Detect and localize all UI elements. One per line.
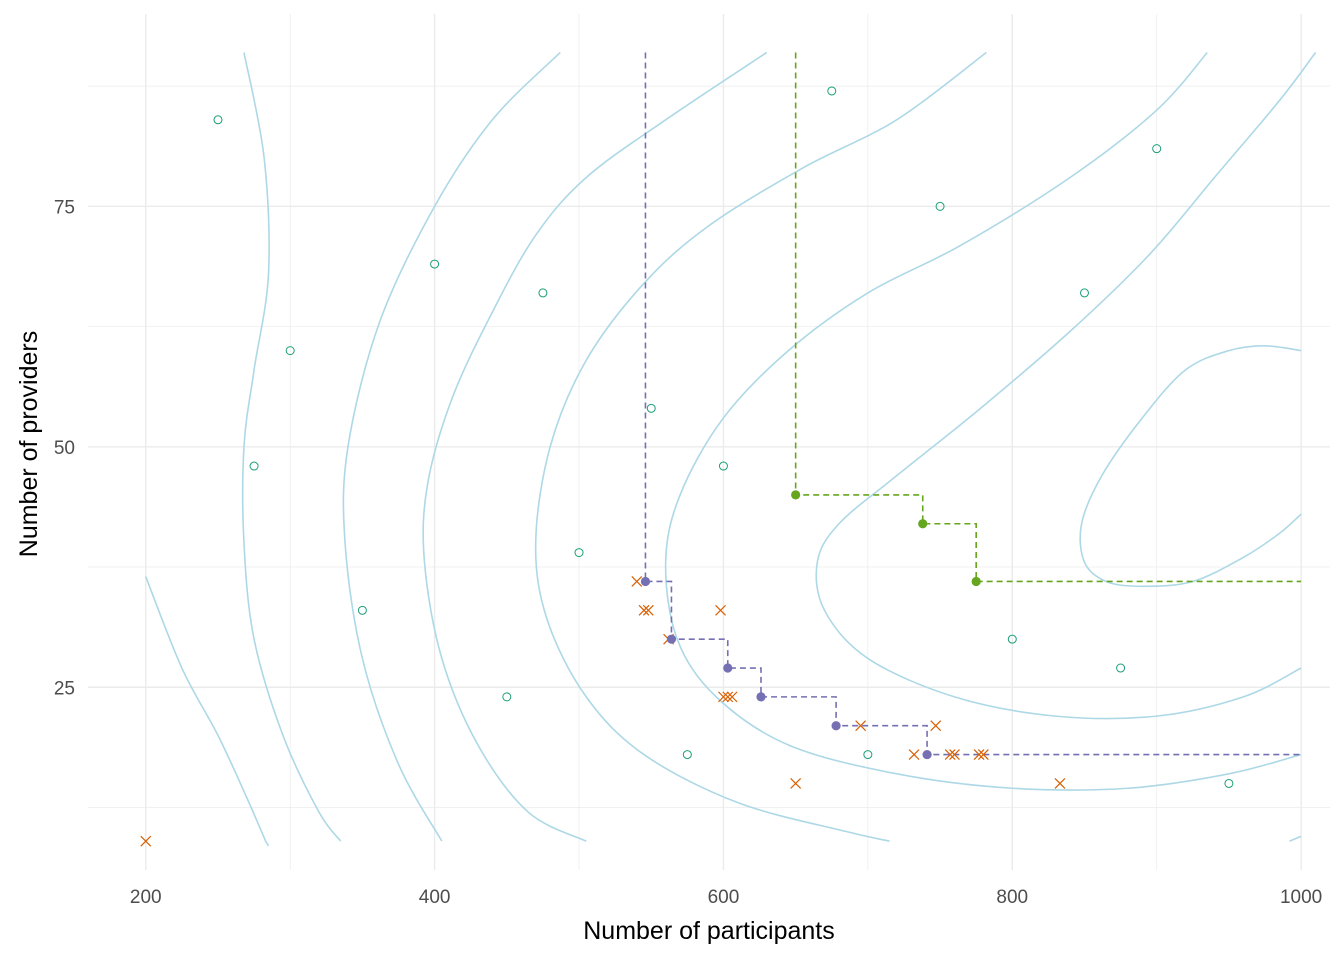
open-point <box>249 461 259 471</box>
cross-point <box>1054 778 1066 789</box>
purple-frontier-point <box>640 576 651 587</box>
cross-point <box>908 749 920 761</box>
cross-point <box>140 835 152 847</box>
purple-frontier-line <box>644 52 1302 756</box>
cross-point <box>949 749 960 761</box>
open-point <box>1007 634 1017 644</box>
open-point <box>285 346 295 356</box>
purple-frontier-point <box>831 721 841 731</box>
open-point <box>646 403 656 413</box>
open-point <box>1152 144 1162 154</box>
contour-line <box>1079 345 1302 588</box>
x-tick-label: 400 <box>419 887 451 908</box>
open-point <box>718 461 728 471</box>
open-point <box>682 750 692 760</box>
x-tick-label: 800 <box>996 887 1028 908</box>
cross-point <box>977 749 989 761</box>
open-point <box>502 692 512 702</box>
open-point <box>357 605 367 615</box>
contour-line <box>241 52 342 842</box>
y-axis-title: Number of providers <box>15 331 43 557</box>
cross-point <box>930 720 942 732</box>
contour-line <box>815 51 1317 720</box>
open-point <box>935 201 945 211</box>
open-point <box>863 750 873 760</box>
gridlines-major <box>88 14 1330 870</box>
cross-point <box>715 604 726 616</box>
green-frontier-point <box>971 576 981 587</box>
y-tick-label: 25 <box>54 678 75 699</box>
open-point <box>1224 778 1234 788</box>
x-tick-label: 1000 <box>1280 887 1322 908</box>
cross-point <box>726 691 738 703</box>
purple-frontier-point <box>723 663 733 673</box>
contour-lines <box>145 51 1317 847</box>
cross-point <box>631 576 643 587</box>
x-tick-label: 200 <box>130 887 162 908</box>
cross-point <box>638 604 650 616</box>
contour-line <box>1289 835 1302 842</box>
cross-point <box>973 749 985 761</box>
contour-line <box>664 51 1302 791</box>
open-point <box>574 548 584 558</box>
cross-point <box>944 749 956 761</box>
open-point <box>1116 663 1126 673</box>
purple-frontier-point <box>666 634 677 644</box>
contour-line <box>264 840 270 847</box>
contour-line <box>534 51 987 842</box>
open-point <box>213 115 223 125</box>
open-point <box>827 86 837 96</box>
purple-frontier-point <box>756 692 766 702</box>
cross-point <box>722 691 734 703</box>
cross-point <box>642 604 654 616</box>
x-axis-tick-labels: 200 400 600 800 1000 <box>130 887 1322 908</box>
y-tick-label: 75 <box>54 197 75 218</box>
open-points-layer <box>213 86 1234 788</box>
green-frontier-point <box>918 519 928 529</box>
frontier-points-layer <box>640 490 981 760</box>
open-point <box>538 288 548 298</box>
crosses-layer <box>140 576 1066 847</box>
open-point <box>430 259 440 269</box>
x-axis-title: Number of participants <box>583 917 835 945</box>
x-tick-label: 600 <box>708 887 740 908</box>
cross-point <box>855 720 867 732</box>
cross-point <box>718 691 729 703</box>
purple-frontier-point <box>922 749 932 760</box>
contour-line <box>342 51 561 842</box>
contour-line <box>422 51 768 842</box>
open-point <box>1079 288 1089 298</box>
green-frontier-point <box>791 490 801 500</box>
gridlines-minor <box>88 14 1330 870</box>
cross-point <box>790 778 802 789</box>
y-tick-label: 50 <box>54 438 75 459</box>
y-axis-tick-labels: 25 50 75 <box>54 197 75 699</box>
contour-line <box>145 576 267 842</box>
